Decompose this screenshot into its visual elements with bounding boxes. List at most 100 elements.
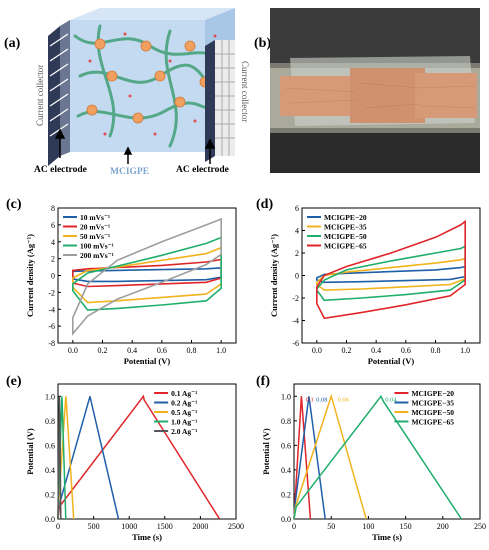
y-tick-label: -4 xyxy=(48,305,55,314)
x-tick-label: 100 xyxy=(362,522,374,531)
legend-label: 10 mVs⁻¹ xyxy=(80,213,110,222)
series-curve xyxy=(72,258,222,288)
series-curve xyxy=(72,236,222,311)
panel-d-letter: (d) xyxy=(256,197,274,212)
legend-label: MCIGPE−50 xyxy=(324,232,367,241)
annotation-label: 0.06 xyxy=(338,397,350,404)
annotation-label: 0.1 xyxy=(306,397,314,404)
series-curve xyxy=(72,217,222,336)
y-tick-label: -6 xyxy=(292,339,299,348)
plot-frame xyxy=(293,383,481,520)
y-tick-label: -4 xyxy=(292,317,299,326)
y-tick-label: 0.4 xyxy=(281,466,291,475)
chart-e-gcd-current: 0 500 1000 1500 2000 2500 0.0 0.2 0.4 0.6 0.8 1.0 Ti… xyxy=(25,383,244,542)
legend-label: 0.2 Ag⁻¹ xyxy=(171,399,197,408)
legend-label: MCIGPE−35 xyxy=(324,223,367,232)
panel-a-letter: (a) xyxy=(4,36,21,51)
legend-label: 0.5 Ag⁻¹ xyxy=(171,408,197,417)
y-axis-label: Potential (V) xyxy=(261,428,271,475)
legend-label: 0.1 Ag⁻¹ xyxy=(171,389,197,398)
y-axis-label: Current density (Ag⁻¹) xyxy=(25,234,35,317)
chart-c-cv-scan-rates: 0.0 0.2 0.4 0.6 0.8 1.0 -8 -6 -4 -2 0 2 4 6 8 Potential… xyxy=(25,204,237,366)
x-tick-label: 1500 xyxy=(157,522,173,531)
ac-electrode-left-label: AC electrode xyxy=(34,165,87,175)
legend-label: 2.0 Ag⁻¹ xyxy=(171,427,197,436)
panel-a-schematic: Current collector Current collector AC e… xyxy=(34,8,250,176)
x-tick-label: 0.8 xyxy=(187,346,197,355)
legend-label: 100 mVs⁻¹ xyxy=(80,242,114,251)
y-tick-label: 2 xyxy=(295,249,299,258)
x-tick-label: 0.8 xyxy=(431,346,441,355)
panel-e-letter: (e) xyxy=(6,374,22,389)
mcigpe-label: MCIGPE xyxy=(110,167,149,176)
right-current-collector xyxy=(205,40,235,162)
annotation-label: 0.04 xyxy=(385,397,397,404)
panel-f-letter: (f) xyxy=(256,374,270,389)
x-tick-label: 0 xyxy=(292,522,296,531)
legend-label: MCIGPE−50 xyxy=(411,408,454,417)
chart-d-cv-samples: 0.0 0.2 0.4 0.6 0.8 1.0 -6 -4 -2 0 2 4 6 Potential (V… xyxy=(269,204,481,366)
x-tick-label: 0.6 xyxy=(401,346,411,355)
x-tick-label: 2000 xyxy=(192,522,208,531)
label-arrows xyxy=(54,128,216,164)
x-tick-label: 1000 xyxy=(121,522,137,531)
y-tick-label: 0.2 xyxy=(281,490,291,499)
x-tick-label: 2500 xyxy=(228,522,244,531)
y-tick-label: 4 xyxy=(51,238,55,247)
y-tick-label: 0 xyxy=(295,272,299,281)
x-axis-label: Potential (V) xyxy=(124,356,171,366)
current-collector-right-label: Current collector xyxy=(240,61,250,122)
x-tick-label: 0 xyxy=(56,522,60,531)
x-tick-label: 1.0 xyxy=(460,346,470,355)
legend-label: 200 mVs⁻¹ xyxy=(80,251,114,260)
y-tick-label: 1.0 xyxy=(45,392,55,401)
x-tick-label: 0.0 xyxy=(312,346,322,355)
legend-label: MCIGPE−65 xyxy=(324,242,367,251)
series-curve xyxy=(57,396,62,520)
y-tick-label: 8 xyxy=(51,204,55,213)
x-tick-label: 0.0 xyxy=(68,346,78,355)
x-tick-label: 250 xyxy=(474,522,486,531)
legend-label: MCIGPE−20 xyxy=(324,213,367,222)
x-tick-label: 500 xyxy=(88,522,100,531)
y-tick-label: 0.6 xyxy=(281,441,291,450)
series-curve xyxy=(316,219,466,320)
legend-label: 20 mVs⁻¹ xyxy=(80,223,110,232)
ion-dots xyxy=(88,32,217,136)
y-tick-label: -2 xyxy=(292,294,299,303)
legend-label: 50 mVs⁻¹ xyxy=(80,232,110,241)
panel-c-letter: (c) xyxy=(6,197,22,212)
y-axis-label: Potential (V) xyxy=(25,428,35,475)
y-axis-label: Current density (Ag⁻¹) xyxy=(269,234,279,317)
x-tick-label: 150 xyxy=(400,522,412,531)
device-photo xyxy=(270,8,480,173)
y-tick-label: 0 xyxy=(51,272,55,281)
y-tick-label: 0.0 xyxy=(281,515,291,524)
y-tick-label: 2 xyxy=(51,255,55,264)
x-tick-label: 0.2 xyxy=(98,346,108,355)
ac-electrode-right-label: AC electrode xyxy=(176,165,229,175)
legend-label: MCIGPE−35 xyxy=(411,399,454,408)
y-tick-label: 6 xyxy=(51,221,55,230)
current-collector-left-label: Current collector xyxy=(35,65,45,126)
y-tick-label: 0.8 xyxy=(281,417,291,426)
x-tick-label: 200 xyxy=(437,522,449,531)
x-tick-label: 50 xyxy=(327,522,335,531)
legend-label: MCIGPE−20 xyxy=(411,389,454,398)
x-axis-label: Time (s) xyxy=(372,532,402,542)
series-curve xyxy=(293,394,463,520)
series-curve xyxy=(293,396,312,520)
chart-f-gcd-samples: 0 50 100 150 200 250 0.0 0.2 0.4 0.6 0.8 1.0 Time (s… xyxy=(261,383,486,542)
legend-label: MCIGPE−65 xyxy=(411,418,454,427)
y-tick-label: 6 xyxy=(295,204,299,213)
x-tick-label: 0.2 xyxy=(342,346,352,355)
y-tick-label: 0.0 xyxy=(45,515,55,524)
y-tick-label: 1.0 xyxy=(281,392,291,401)
y-tick-label: 0.4 xyxy=(45,466,55,475)
y-tick-label: -6 xyxy=(48,322,55,331)
x-tick-label: 1.0 xyxy=(216,346,226,355)
y-tick-label: -2 xyxy=(48,288,55,297)
y-tick-label: 4 xyxy=(295,227,299,236)
x-axis-label: Time (s) xyxy=(132,532,162,542)
y-tick-label: 0.8 xyxy=(45,417,55,426)
